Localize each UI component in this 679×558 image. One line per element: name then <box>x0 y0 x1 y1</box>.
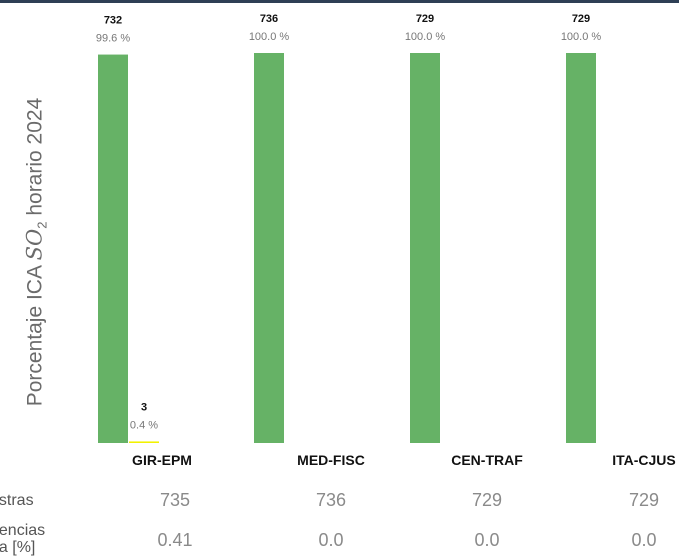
category-label-med-fisc: MED-FISC <box>297 452 365 468</box>
bar-cen-traf-s0 <box>410 53 440 443</box>
table-row-label-excedencias-line1: dencias <box>0 522 46 539</box>
table-cell-excedencias-med-fisc: 0.0 <box>318 530 344 550</box>
count-label-gir-epm-s1: 3 <box>141 401 147 413</box>
percent-label-med-fisc-s0: 100.0 % <box>249 31 290 43</box>
category-label-ita-cjus: ITA-CJUS <box>612 452 676 468</box>
bar-med-fisc-s0 <box>254 53 284 443</box>
count-label-gir-epm-s0: 732 <box>104 15 122 27</box>
top-border <box>0 0 679 3</box>
bar-gir-epm-s1 <box>129 441 159 443</box>
bar-gir-epm-s0 <box>98 54 128 444</box>
category-label-cen-traf: CEN-TRAF <box>451 452 523 468</box>
table-cell-excedencias-gir-epm: 0.41 <box>157 530 193 550</box>
table-cell-muestras-med-fisc: 736 <box>315 490 347 510</box>
table-cell-muestras-ita-cjus: 729 <box>628 490 660 510</box>
count-label-med-fisc-s0: 736 <box>260 13 278 25</box>
table-cell-muestras-cen-traf: 729 <box>471 490 503 510</box>
count-label-cen-traf-s0: 729 <box>416 13 434 25</box>
bar-ita-cjus-s0 <box>566 53 596 443</box>
percent-label-cen-traf-s0: 100.0 % <box>405 31 446 43</box>
percent-label-ita-cjus-s0: 100.0 % <box>561 31 602 43</box>
table-cell-excedencias-cen-traf: 0.0 <box>474 530 500 550</box>
table-row-label-excedencias-line2: na [%] <box>0 539 36 556</box>
percent-label-gir-epm-s0: 99.6 % <box>96 33 130 45</box>
table-row-label-muestras: estras <box>0 492 34 509</box>
bar-chart: 99.6 % 732 100.0 % 736 100.0 % 729 100.0 % 729 0… <box>96 13 602 444</box>
table-cell-muestras-gir-epm: 735 <box>159 490 191 510</box>
count-label-ita-cjus-s0: 729 <box>572 13 590 25</box>
category-label-gir-epm: GIR-EPM <box>132 452 192 468</box>
y-axis-label: Porcentaje ICA SO2 horario 2024 <box>22 97 50 407</box>
table-cell-excedencias-ita-cjus: 0.0 <box>631 530 657 550</box>
percent-label-gir-epm-s1: 0.4 % <box>130 419 158 431</box>
